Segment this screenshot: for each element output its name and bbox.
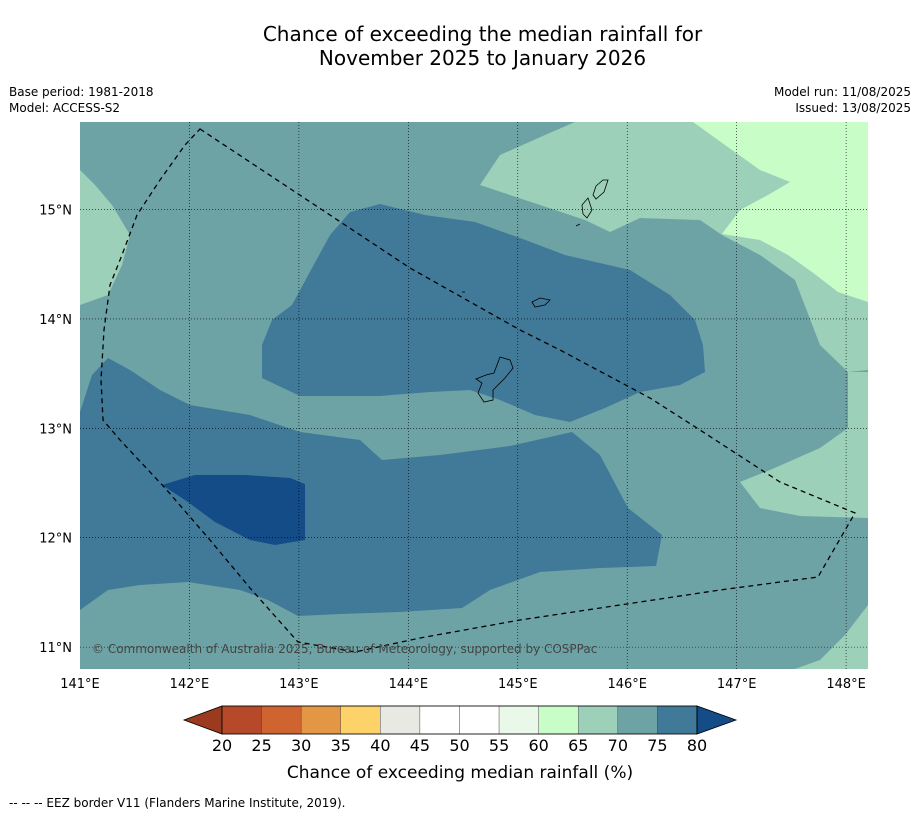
title-line-2: November 2025 to January 2026 xyxy=(318,46,647,70)
lon-tick-label: 141°E xyxy=(60,677,100,692)
zone-65-70-top-right xyxy=(480,122,868,372)
colorbar-swatch xyxy=(657,705,698,735)
colorbar-tick-label: 35 xyxy=(331,736,351,755)
copyright-text: © Commonwealth of Australia 2025, Bureau… xyxy=(92,642,597,656)
lon-tick-label: 145°E xyxy=(498,677,538,692)
colorbar-title: Chance of exceeding median rainfall (%) xyxy=(287,763,633,783)
colorbar-swatch xyxy=(221,705,262,735)
map-title: Chance of exceeding the median rainfall … xyxy=(0,22,919,70)
colorbar-tick-label: 80 xyxy=(687,736,707,755)
colorbar-swatch xyxy=(498,705,539,735)
aguijan-island xyxy=(575,223,581,227)
lat-tick-label: 13°N xyxy=(39,422,72,437)
eez-border xyxy=(100,128,856,653)
meta-right: Model run: 11/08/2025 Issued: 13/08/2025 xyxy=(774,84,911,116)
model-run: Model run: 11/08/2025 xyxy=(773,85,911,99)
colorbar-swatch xyxy=(459,705,500,735)
eez-footnote: -- -- -- EEZ border V11 (Flanders Marine… xyxy=(9,796,346,810)
zone-gt80 xyxy=(162,475,305,545)
guam-island xyxy=(475,356,514,403)
colorbar-frame xyxy=(221,705,698,735)
issued-date: Issued: 13/08/2025 xyxy=(795,101,911,115)
rota-island xyxy=(531,297,551,308)
saipan-island xyxy=(592,179,609,200)
colorbar-arrow-high xyxy=(696,705,738,735)
colorbar-tick-label: 20 xyxy=(212,736,232,755)
rainfall-map: © Commonwealth of Australia 2025, Bureau… xyxy=(39,122,868,783)
colorbar-swatch xyxy=(419,705,460,735)
colorbar-swatch xyxy=(261,705,302,735)
lat-tick-label: 12°N xyxy=(39,532,72,547)
contour-fill xyxy=(80,122,868,669)
colorbar-arrow-low xyxy=(182,705,223,735)
colorbar-swatch xyxy=(380,705,421,735)
title-line-1: Chance of exceeding the median rainfall … xyxy=(262,22,703,46)
colorbar-tick-label: 60 xyxy=(528,736,548,755)
colorbar-swatch xyxy=(578,705,619,735)
lat-tick-label: 15°N xyxy=(39,204,72,219)
colorbar-tick-label: 55 xyxy=(489,736,509,755)
lon-tick-label: 146°E xyxy=(607,677,647,692)
axis-labels: 141°E 142°E 143°E 144°E 145°E 146°E 147°E 148°E… xyxy=(39,204,866,692)
islands xyxy=(462,179,609,403)
colorbar-swatch xyxy=(340,705,381,735)
lon-tick-label: 148°E xyxy=(826,677,866,692)
colorbar-swatch xyxy=(300,705,341,735)
lon-tick-label: 142°E xyxy=(170,677,210,692)
zone-65-70-left xyxy=(80,122,130,305)
lon-tick-label: 144°E xyxy=(389,677,429,692)
colorbar-tick-label: 30 xyxy=(291,736,311,755)
colorbar-swatch xyxy=(617,705,658,735)
colorbar-tick-label: 40 xyxy=(370,736,390,755)
colorbar-swatch xyxy=(538,705,579,735)
colorbar: 20 25 30 35 40 45 50 55 60 65 70 75 80 xyxy=(182,705,738,755)
colorbar-tick-label: 70 xyxy=(608,736,628,755)
zone-75-80-lower xyxy=(80,358,662,616)
zone-75-80-upper xyxy=(262,204,705,422)
colorbar-tick-label: 45 xyxy=(410,736,430,755)
lon-tick-label: 147°E xyxy=(717,677,757,692)
graticule xyxy=(80,122,868,669)
colorbar-tick-label: 75 xyxy=(647,736,667,755)
lat-tick-label: 14°N xyxy=(39,313,72,328)
colorbar-tick-label: 65 xyxy=(568,736,588,755)
lat-tick-label: 11°N xyxy=(39,641,72,656)
tinian-island xyxy=(581,197,593,219)
model-name: Model: ACCESS-S2 xyxy=(9,101,121,115)
base-period: Base period: 1981-2018 xyxy=(9,85,154,99)
colorbar-tick-label: 25 xyxy=(251,736,271,755)
colorbar-tick-label: 50 xyxy=(449,736,469,755)
zone-65-70-bottom-right xyxy=(795,605,868,669)
meta-left: Base period: 1981-2018 Model: ACCESS-S2 xyxy=(9,84,154,116)
zone-60-65-top-right xyxy=(693,122,868,302)
zone-65-70-right xyxy=(740,372,868,518)
lon-tick-label: 143°E xyxy=(279,677,319,692)
